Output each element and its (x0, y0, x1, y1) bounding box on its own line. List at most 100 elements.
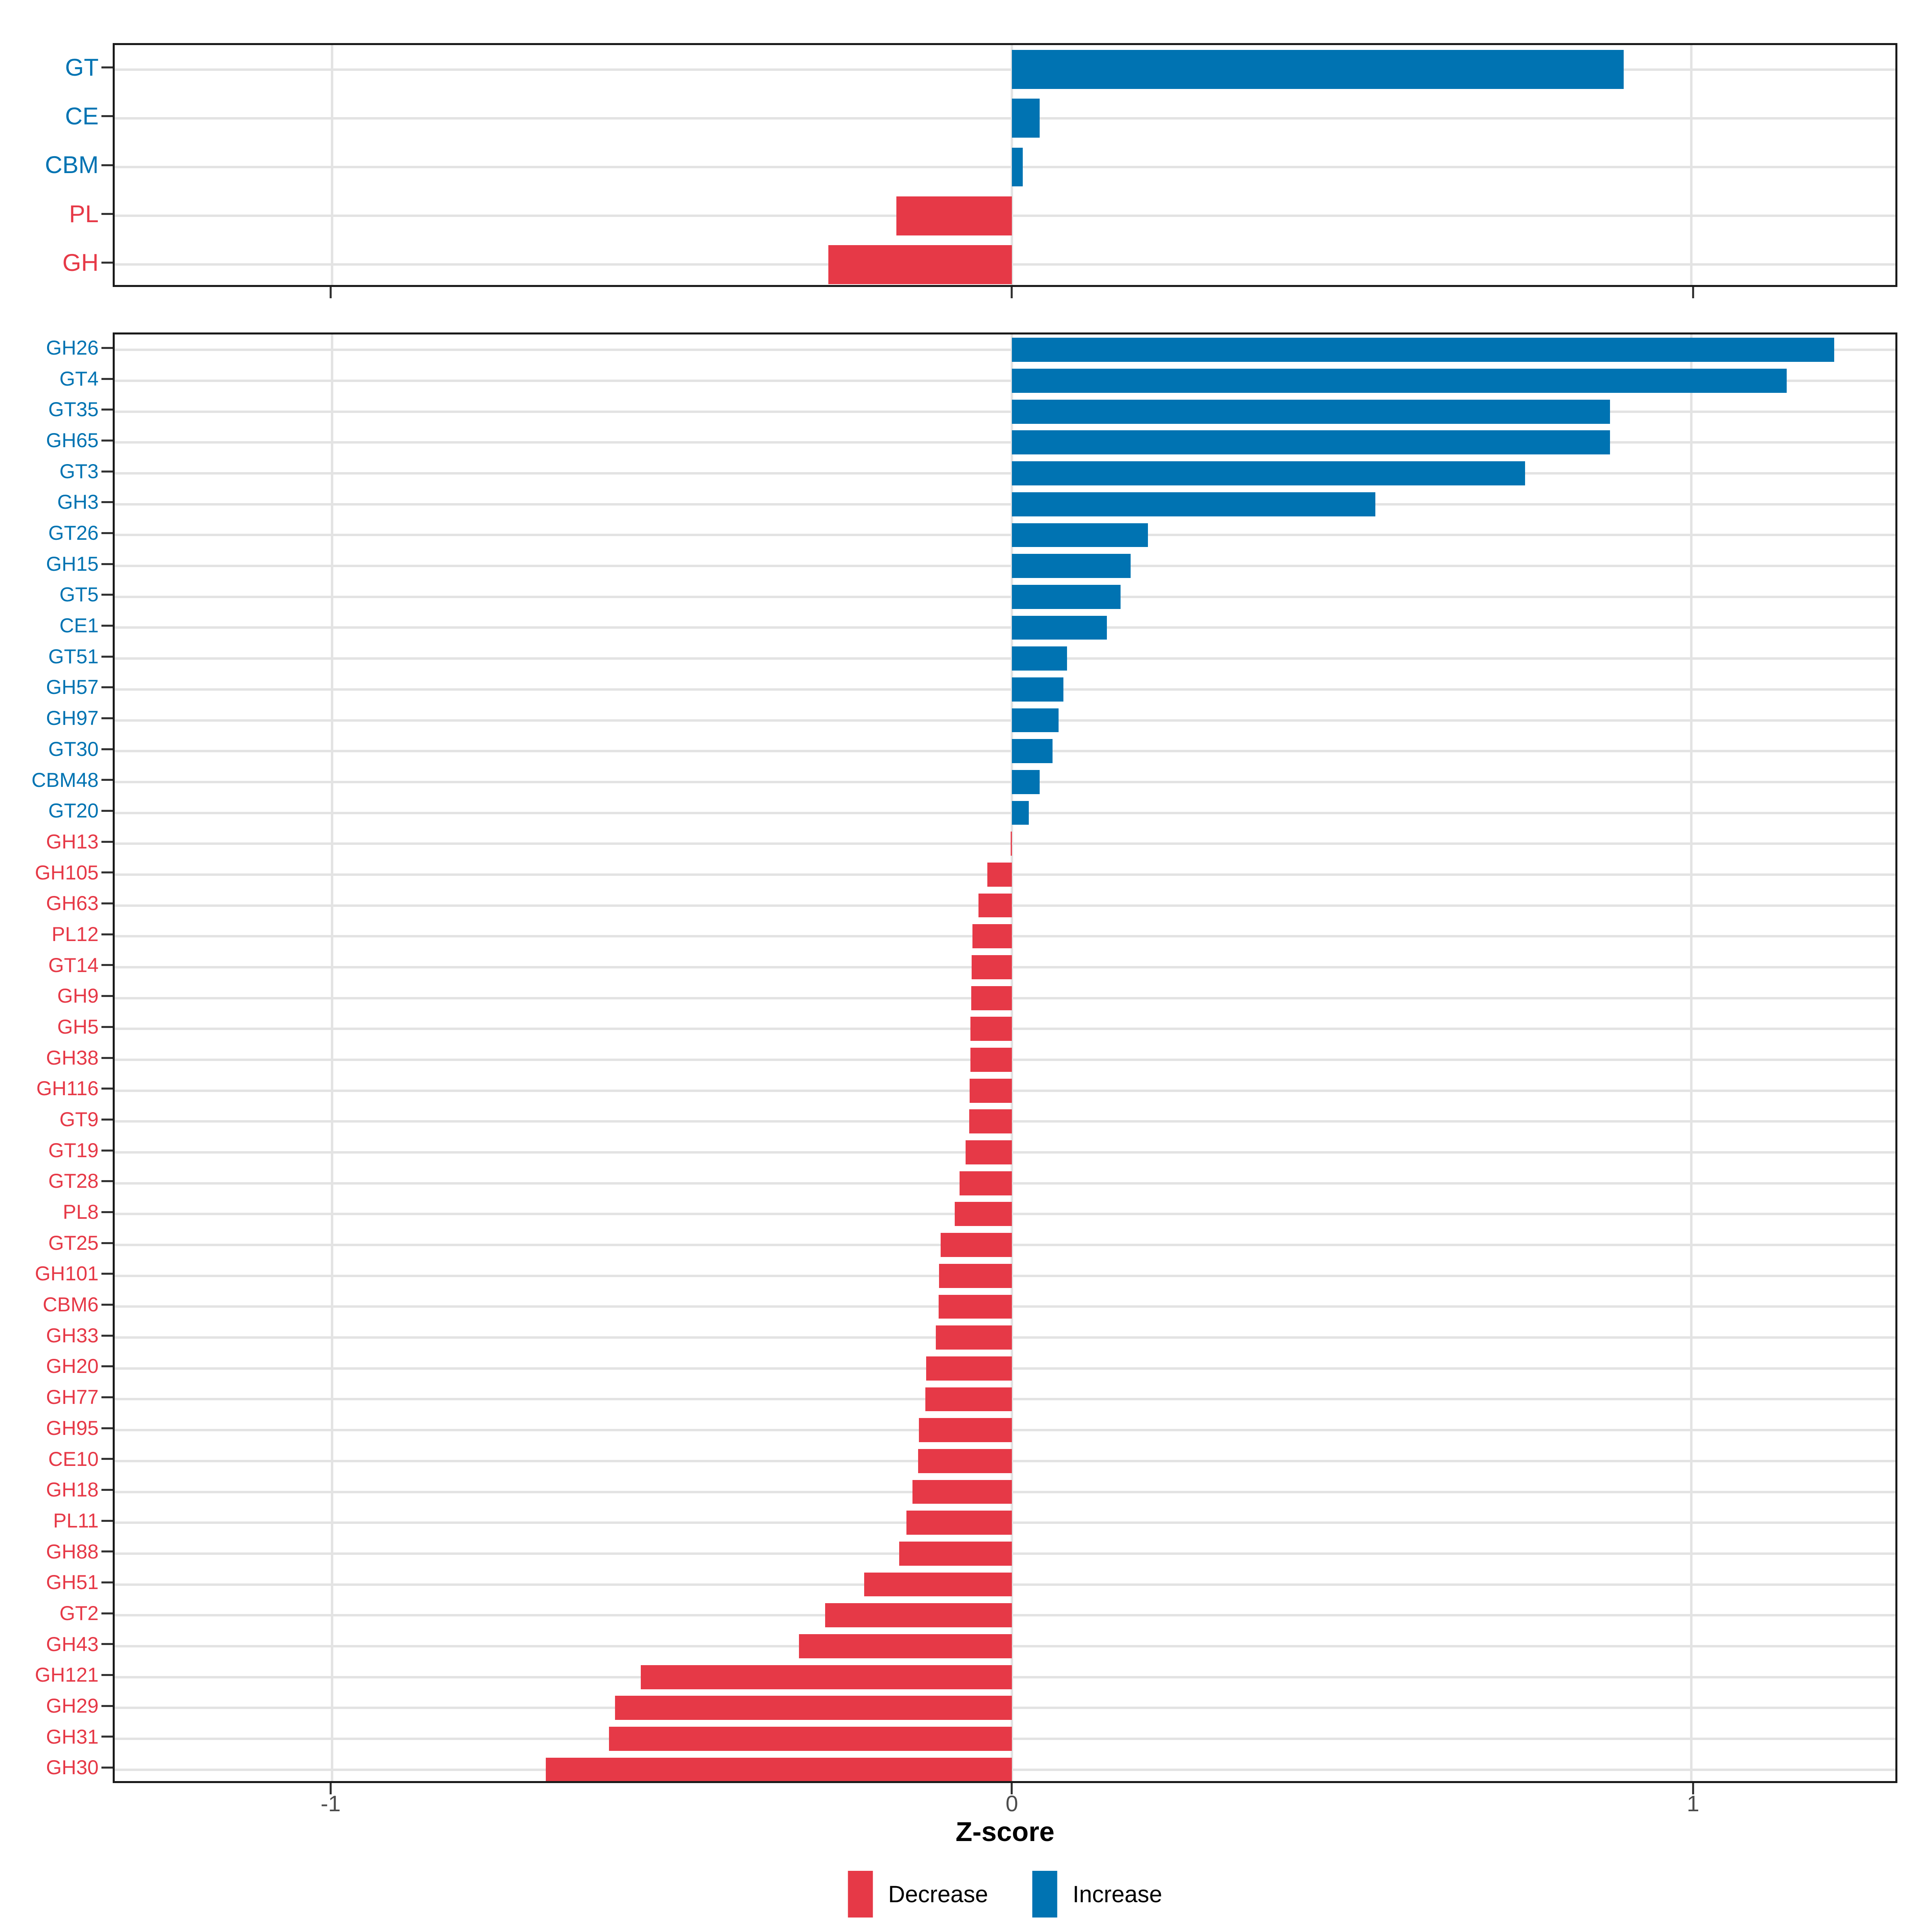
x-gridline (1690, 334, 1693, 1781)
bar-GH31 (609, 1727, 1012, 1751)
x-tick-mark (330, 287, 332, 298)
plot-area (113, 332, 1897, 1783)
y-tick-mark (101, 378, 113, 380)
bar-GH9 (971, 986, 1012, 1010)
bar-CBM (1011, 147, 1023, 187)
category-label-GT20: GT20 (48, 799, 99, 822)
legend-entry-increase: Increase (1032, 1871, 1162, 1918)
category-label-GT14: GT14 (48, 954, 99, 976)
category-gridline (115, 780, 1895, 783)
bar-GH38 (970, 1048, 1012, 1072)
bar-GH116 (970, 1078, 1012, 1103)
category-gridline (115, 595, 1895, 598)
y-tick-mark (101, 748, 113, 750)
category-label-GT51: GT51 (48, 645, 99, 668)
category-label-GH20: GH20 (46, 1355, 99, 1378)
bar-GT35 (1011, 399, 1610, 424)
bar-CBM48 (1011, 770, 1040, 794)
bar-GH43 (799, 1634, 1012, 1658)
y-tick-mark (101, 563, 113, 565)
category-label-GH13: GH13 (46, 830, 99, 853)
category-label-GH63: GH63 (46, 892, 99, 915)
y-tick-mark (101, 66, 113, 69)
bar-GH33 (935, 1325, 1012, 1350)
bar-GT51 (1011, 646, 1067, 671)
bar-GH26 (1011, 338, 1835, 362)
category-label-PL8: PL8 (63, 1201, 99, 1224)
bar-PL8 (955, 1202, 1012, 1226)
x-tick-label-1: 1 (1686, 1791, 1699, 1816)
y-tick-mark (101, 213, 113, 215)
bar-GT3 (1011, 461, 1525, 485)
category-label-GH30: GH30 (46, 1756, 99, 1779)
y-tick-mark (101, 1149, 113, 1152)
category-gridline (115, 534, 1895, 537)
category-gridline (115, 410, 1895, 413)
bar-GH29 (615, 1696, 1012, 1720)
category-label-GH43: GH43 (46, 1633, 99, 1655)
category-gridline (115, 68, 1895, 71)
y-tick-mark (101, 1303, 113, 1306)
category-label-GH38: GH38 (46, 1046, 99, 1069)
category-gridline (115, 117, 1895, 120)
legend-key-decrease (848, 1871, 873, 1918)
y-tick-mark (101, 1581, 113, 1584)
bar-GT20 (1011, 801, 1029, 825)
category-label-GH121: GH121 (35, 1664, 99, 1686)
y-tick-mark (101, 1118, 113, 1121)
bar-GT30 (1011, 739, 1053, 764)
bar-GH101 (939, 1263, 1012, 1288)
y-tick-mark (101, 1705, 113, 1707)
bar-GT9 (969, 1109, 1012, 1134)
category-label-CE10: CE10 (48, 1447, 99, 1470)
category-label-CE: CE (65, 103, 99, 130)
bar-GT2 (825, 1603, 1012, 1628)
y-tick-mark (101, 1211, 113, 1213)
y-tick-mark (101, 933, 113, 935)
category-label-GH88: GH88 (46, 1540, 99, 1563)
y-tick-mark (101, 1458, 113, 1460)
x-tick-mark (1692, 1783, 1694, 1794)
category-gridline (115, 441, 1895, 444)
y-tick-mark (101, 1242, 113, 1244)
category-gridline (115, 503, 1895, 506)
category-label-GH77: GH77 (46, 1386, 99, 1409)
bar-GH95 (919, 1418, 1012, 1443)
x-tick-mark (1011, 1783, 1013, 1794)
y-tick-mark (101, 779, 113, 781)
category-label-CE1: CE1 (59, 614, 99, 637)
y-tick-mark (101, 1088, 113, 1090)
y-tick-mark (101, 1767, 113, 1769)
y-tick-mark (101, 686, 113, 689)
y-tick-mark (101, 439, 113, 442)
category-label-GT19: GT19 (48, 1139, 99, 1162)
y-tick-mark (101, 655, 113, 658)
category-gridline (115, 811, 1895, 814)
category-label-GH31: GH31 (46, 1725, 99, 1748)
category-label-GH116: GH116 (36, 1077, 99, 1100)
legend-label-increase: Increase (1072, 1881, 1162, 1907)
bar-GT28 (959, 1171, 1012, 1195)
y-tick-mark (101, 1396, 113, 1398)
bar-GH13 (1010, 832, 1012, 856)
y-tick-mark (101, 840, 113, 843)
x-tick-mark (1692, 287, 1694, 298)
category-label-GT25: GT25 (48, 1231, 99, 1254)
bar-GH15 (1011, 554, 1131, 578)
legend-key-increase (1032, 1871, 1057, 1918)
y-tick-mark (101, 164, 113, 166)
bar-GT5 (1011, 584, 1121, 609)
category-label-GT9: GT9 (59, 1108, 99, 1131)
category-gridline (115, 719, 1895, 722)
y-tick-mark (101, 347, 113, 349)
bar-GH3 (1011, 492, 1376, 516)
category-gridline (115, 472, 1895, 475)
bar-GT4 (1011, 369, 1787, 393)
y-tick-mark (101, 995, 113, 997)
x-gridline (1010, 334, 1013, 1781)
y-tick-mark (101, 1736, 113, 1738)
bar-GH30 (545, 1757, 1012, 1781)
category-gridline (115, 349, 1895, 351)
y-tick-mark (101, 717, 113, 719)
category-label-GT3: GT3 (59, 460, 99, 483)
